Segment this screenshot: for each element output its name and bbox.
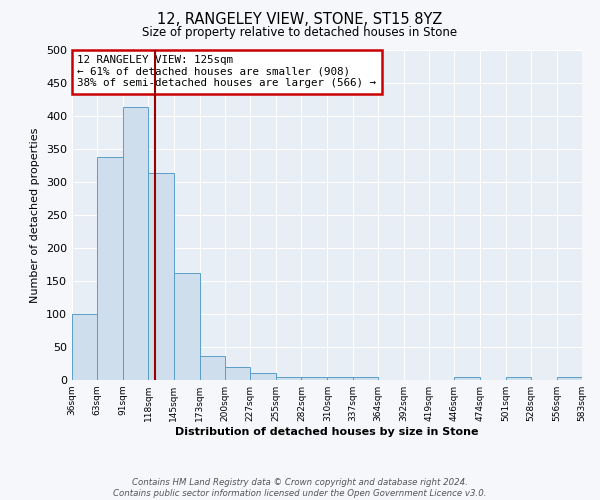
X-axis label: Distribution of detached houses by size in Stone: Distribution of detached houses by size … [175,427,479,437]
Text: Contains HM Land Registry data © Crown copyright and database right 2024.
Contai: Contains HM Land Registry data © Crown c… [113,478,487,498]
Text: Size of property relative to detached houses in Stone: Size of property relative to detached ho… [142,26,458,39]
Bar [276,376,301,380]
Bar [557,376,582,380]
Text: 12 RANGELEY VIEW: 125sqm
← 61% of detached houses are smaller (908)
38% of semi-: 12 RANGELEY VIEW: 125sqm ← 61% of detach… [77,55,376,88]
Bar [301,376,328,380]
Bar [506,376,531,380]
Bar [454,376,481,380]
Bar [200,356,225,380]
Bar [123,108,148,380]
Text: 12, RANGELEY VIEW, STONE, ST15 8YZ: 12, RANGELEY VIEW, STONE, ST15 8YZ [157,12,443,28]
Bar [173,273,200,380]
Y-axis label: Number of detached properties: Number of detached properties [31,128,40,302]
Bar [97,157,123,380]
Bar [328,376,353,380]
Bar [148,174,173,380]
Bar [225,367,250,380]
Bar [250,374,276,380]
Bar [353,376,378,380]
Bar [72,314,97,380]
